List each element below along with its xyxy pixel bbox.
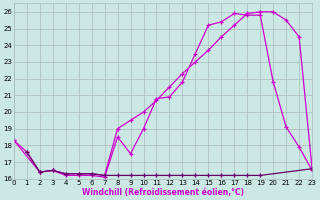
- X-axis label: Windchill (Refroidissement éolien,°C): Windchill (Refroidissement éolien,°C): [82, 188, 244, 197]
